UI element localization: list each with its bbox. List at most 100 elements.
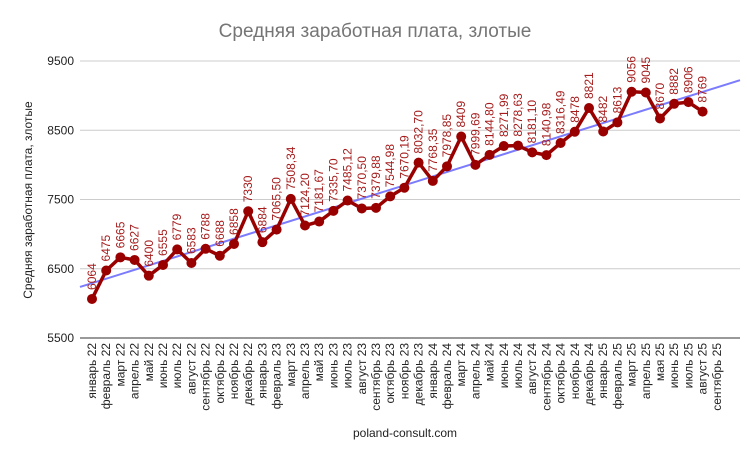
x-tick-label: ноябрь 24 bbox=[568, 343, 582, 400]
x-axis-ticks: январь 22 февраль 22 март 22 апрель 22 май 2… bbox=[85, 343, 724, 411]
data-point bbox=[342, 195, 353, 206]
data-point bbox=[527, 147, 538, 158]
data-point bbox=[129, 254, 140, 265]
x-tick-label: июль 25 bbox=[681, 343, 695, 389]
data-label: 7485,12 bbox=[341, 148, 355, 192]
data-point bbox=[413, 157, 424, 168]
data-label: 6688 bbox=[213, 220, 227, 247]
data-label: 9045 bbox=[639, 56, 653, 83]
data-label: 6475 bbox=[99, 234, 113, 261]
data-point bbox=[541, 150, 552, 161]
y-tick-label: 6500 bbox=[47, 262, 74, 276]
data-points bbox=[87, 86, 708, 304]
data-label: 6400 bbox=[142, 240, 156, 267]
data-label: 7181,67 bbox=[312, 169, 326, 213]
x-tick-label: май 24 bbox=[483, 343, 497, 382]
data-label: 8482 bbox=[596, 95, 610, 122]
data-point bbox=[555, 137, 566, 148]
data-point bbox=[200, 243, 211, 254]
x-tick-label: февраль 25 bbox=[610, 343, 624, 410]
data-point bbox=[669, 98, 680, 109]
x-tick-label: май 23 bbox=[312, 343, 326, 382]
x-tick-label: ноябрь 22 bbox=[227, 343, 241, 400]
x-tick-label: апрель 22 bbox=[128, 343, 142, 399]
data-point bbox=[399, 182, 410, 193]
data-label: 7379,88 bbox=[369, 155, 383, 199]
data-label: 6555 bbox=[156, 229, 170, 256]
data-point bbox=[584, 103, 594, 114]
data-point bbox=[513, 140, 523, 151]
data-point bbox=[498, 141, 509, 152]
x-tick-label: август 23 bbox=[355, 343, 369, 395]
x-tick-label: январь 22 bbox=[85, 343, 99, 399]
y-tick-label: 9500 bbox=[47, 54, 74, 68]
data-point bbox=[87, 293, 97, 304]
data-label: 8670 bbox=[653, 82, 667, 109]
data-point bbox=[683, 97, 694, 108]
x-tick-label: июнь 22 bbox=[156, 343, 170, 389]
data-point bbox=[158, 259, 168, 270]
data-point bbox=[427, 175, 438, 186]
data-point bbox=[271, 224, 282, 235]
data-point bbox=[456, 131, 467, 142]
data-label: 8906 bbox=[681, 66, 695, 93]
x-tick-label: май 22 bbox=[142, 343, 156, 382]
series-line bbox=[90, 89, 704, 300]
x-tick-label: август 24 bbox=[525, 343, 539, 395]
data-label: 8316,49 bbox=[554, 90, 568, 134]
data-point bbox=[214, 250, 225, 261]
data-label: 8769 bbox=[696, 76, 710, 103]
data-point bbox=[569, 126, 580, 137]
data-label: 8821 bbox=[582, 72, 596, 99]
x-tick-label: сентябрь 25 bbox=[710, 343, 724, 411]
data-point bbox=[243, 206, 254, 217]
y-tick-label: 5500 bbox=[47, 331, 74, 345]
x-tick-label: январь 24 bbox=[426, 343, 440, 399]
x-tick-label: апрель 24 bbox=[468, 343, 482, 399]
x-tick-label: март 24 bbox=[454, 343, 468, 387]
y-axis-title: Средняя заработная плата, злотые bbox=[21, 101, 35, 299]
data-label: 6779 bbox=[170, 213, 184, 240]
x-tick-label: декабрь 24 bbox=[582, 343, 596, 406]
data-point bbox=[612, 117, 623, 128]
gridlines bbox=[80, 60, 740, 339]
x-tick-label: февраль 24 bbox=[440, 343, 454, 410]
data-point bbox=[598, 126, 609, 137]
y-tick-label: 7500 bbox=[47, 193, 74, 207]
data-label: 8409 bbox=[454, 101, 468, 128]
x-tick-label: март 23 bbox=[284, 343, 298, 387]
data-point bbox=[385, 191, 396, 202]
data-label: 6627 bbox=[128, 224, 142, 251]
data-label: 6064 bbox=[85, 263, 99, 290]
data-label: 6858 bbox=[227, 208, 241, 235]
data-label: 7124,20 bbox=[298, 173, 312, 217]
data-label: 8140,98 bbox=[539, 102, 553, 146]
data-point bbox=[442, 161, 452, 172]
data-point bbox=[697, 106, 708, 117]
x-tick-label: июль 24 bbox=[511, 343, 525, 389]
x-tick-label: август 22 bbox=[184, 343, 198, 395]
y-tick-label: 8500 bbox=[47, 123, 74, 137]
data-point bbox=[101, 265, 112, 276]
data-point bbox=[371, 202, 381, 213]
data-label: 8613 bbox=[610, 86, 624, 113]
data-point bbox=[640, 87, 651, 98]
x-tick-label: январь 25 bbox=[596, 343, 610, 399]
x-tick-label: июнь 23 bbox=[326, 343, 340, 389]
data-point bbox=[143, 270, 154, 281]
x-tick-label: декабрь 22 bbox=[241, 343, 255, 406]
data-point bbox=[626, 86, 637, 97]
data-label: 8032,70 bbox=[412, 110, 426, 154]
data-point bbox=[257, 237, 268, 248]
data-label: 7330 bbox=[241, 175, 255, 202]
data-label: 7978,85 bbox=[440, 114, 454, 158]
data-label: 8144,80 bbox=[483, 102, 497, 146]
data-label: 6884 bbox=[255, 206, 269, 233]
x-tick-label: сентябрь 22 bbox=[199, 343, 213, 411]
data-point bbox=[328, 205, 339, 216]
x-tick-label: октябрь 22 bbox=[213, 343, 227, 404]
data-label: 7065,50 bbox=[270, 177, 284, 221]
x-tick-label: октябрь 24 bbox=[554, 343, 568, 404]
data-point bbox=[314, 216, 325, 227]
